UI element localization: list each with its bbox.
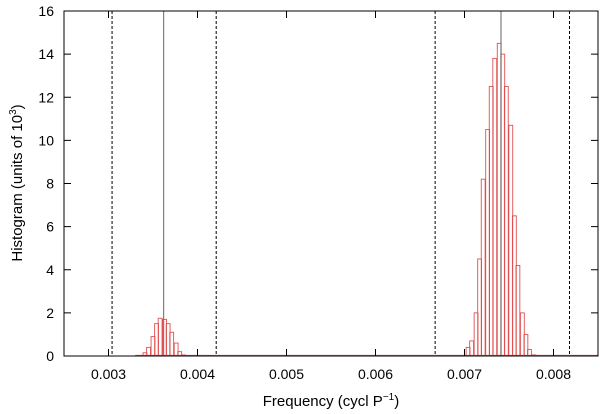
x-axis-label: Frequency (cycl P−1) (263, 392, 399, 410)
x-tick-labels: 0.003 0.004 0.005 0.006 0.007 0.008 (91, 366, 571, 382)
x-axis-label-exponent: −1 (383, 392, 395, 403)
x-tick-label: 0.005 (269, 366, 304, 382)
x-tick-label: 0.007 (447, 366, 482, 382)
x-tick-label: 0.004 (180, 366, 215, 382)
y-tick-label: 6 (46, 219, 54, 235)
y-tick-label: 10 (38, 132, 54, 148)
y-axis-label-tail: ) (9, 104, 26, 109)
y-tick-label: 2 (46, 305, 54, 321)
histogram-bars (135, 42, 598, 357)
x-axis-label-base: Frequency (cycl P (263, 393, 383, 410)
y-tick-label: 8 (46, 176, 54, 192)
y-tick-label: 0 (46, 348, 54, 364)
plot-frame (63, 10, 599, 357)
x-tick-label: 0.003 (91, 366, 126, 382)
x-tick-label: 0.008 (536, 366, 571, 382)
y-tick-labels: 0 2 4 6 8 10 12 14 16 (38, 3, 54, 364)
x-axis-label-tail: ) (394, 393, 399, 410)
y-tick-label: 4 (46, 262, 54, 278)
y-axis-label: Histogram (units of 103) (8, 104, 26, 261)
y-tick-label: 16 (38, 3, 54, 19)
x-tick-label: 0.006 (358, 366, 393, 382)
axis-ticks (64, 10, 598, 357)
reference-lines (111, 11, 571, 356)
y-axis-label-exponent: 3 (8, 109, 19, 115)
y-axis-label-base: Histogram (units of 10 (9, 115, 26, 262)
y-tick-label: 12 (38, 89, 54, 105)
y-tick-label: 14 (38, 46, 54, 62)
